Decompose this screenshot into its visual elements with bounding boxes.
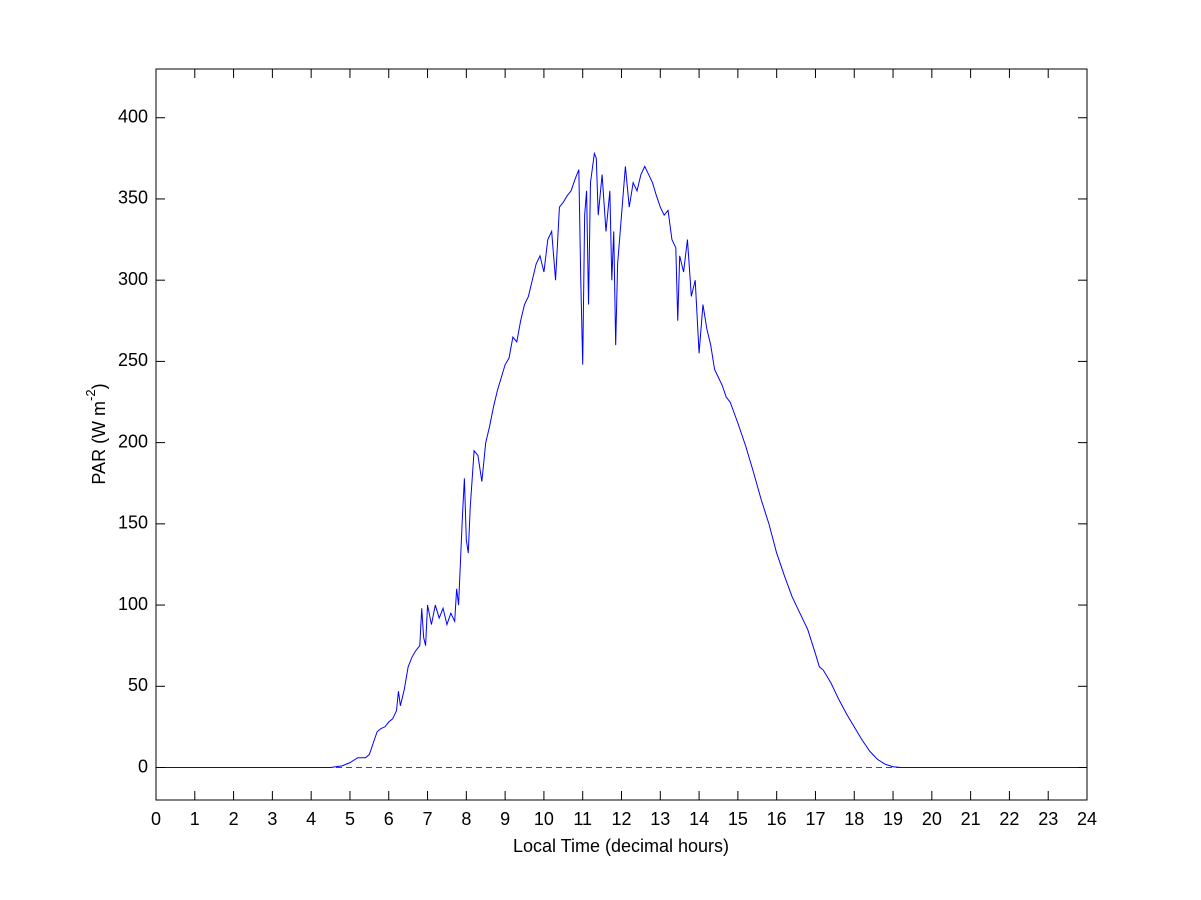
x-tick-label: 1 — [190, 809, 200, 829]
y-tick-label: 350 — [118, 188, 148, 208]
x-tick-label: 6 — [384, 809, 394, 829]
x-tick-label: 4 — [306, 809, 316, 829]
x-tick-label: 24 — [1077, 809, 1097, 829]
x-tick-label: 21 — [961, 809, 981, 829]
x-tick-label: 3 — [267, 809, 277, 829]
x-tick-label: 9 — [500, 809, 510, 829]
x-tick-label: 2 — [229, 809, 239, 829]
y-tick-label: 0 — [138, 756, 148, 776]
x-tick-label: 8 — [461, 809, 471, 829]
x-tick-label: 13 — [650, 809, 670, 829]
x-axis-label: Local Time (decimal hours) — [513, 836, 729, 856]
x-tick-label: 12 — [611, 809, 631, 829]
y-axis-label-end: ) — [89, 383, 109, 389]
x-tick-label: 0 — [151, 809, 161, 829]
x-tick-label: 18 — [844, 809, 864, 829]
data-line — [156, 151, 1087, 769]
y-axis-label-main: PAR (W m — [89, 401, 109, 485]
x-tick-label: 17 — [805, 809, 825, 829]
y-tick-label: 150 — [118, 513, 148, 533]
y-tick-label: 50 — [128, 675, 148, 695]
y-tick-label: 400 — [118, 106, 148, 126]
x-tick-label: 19 — [883, 809, 903, 829]
x-tick-label: 16 — [767, 809, 787, 829]
y-tick-label: 300 — [118, 269, 148, 289]
y-tick-label: 250 — [118, 350, 148, 370]
x-tick-label: 11 — [573, 809, 592, 829]
y-tick-label: 200 — [118, 431, 148, 451]
x-tick-label: 10 — [534, 809, 554, 829]
x-tick-label: 5 — [345, 809, 355, 829]
y-tick-label: 100 — [118, 594, 148, 614]
x-tick-label: 7 — [423, 809, 433, 829]
y-axis-label: PAR (W m-2) — [83, 383, 108, 484]
y-axis-label-sup: -2 — [83, 389, 98, 401]
x-tick-label: 20 — [922, 809, 942, 829]
x-tick-label: 14 — [689, 809, 709, 829]
x-tick-label: 22 — [999, 809, 1019, 829]
x-tick-label: 15 — [728, 809, 748, 829]
x-tick-label: 23 — [1038, 809, 1058, 829]
